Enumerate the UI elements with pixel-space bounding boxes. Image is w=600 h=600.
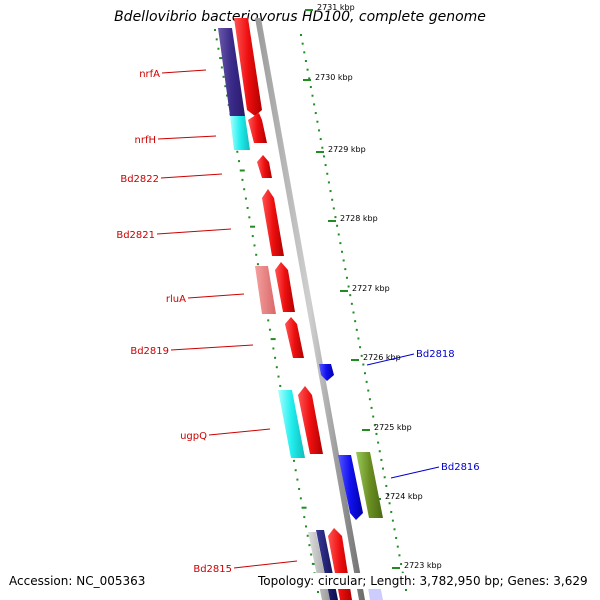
Bd2818-cds [319,364,334,381]
kbp-tick-label: 2727 kbp [352,284,390,293]
gene-label-rluA: rluA [166,294,186,305]
gene-leader-line [208,428,271,436]
accession-text: Accession: NC_005363 [9,573,146,589]
Bd2816-feature [356,452,383,518]
gene-label-nrfH: nrfH [135,135,157,146]
gene-label-Bd2821: Bd2821 [116,230,155,241]
gene-label-nrfA: nrfA [139,69,160,80]
scale-track: 2731 kbp 2730 kbp 2729 kbp 2728 kbp 2727 kbp… [300,3,442,591]
gene-leader-line [157,135,217,140]
kbp-tick-label: 2724 kbp [385,492,423,501]
rluA-cds [275,262,295,312]
kbp-tick-label: 2731 kbp [317,3,355,12]
Bd2816-cds [338,455,363,520]
kbp-tick-label: 2723 kbp [404,561,442,570]
gene-leader-line [170,344,254,351]
nrfA-cds [234,18,262,116]
gene-leader-line [161,69,207,74]
Bd2821-cds [262,189,284,256]
gene-leader-line [187,293,245,299]
gene-leader-line [156,228,232,235]
kbp-tick-label: 2726 kbp [363,353,401,362]
map-title: Bdellovibrio bacteriovorus HD100, comple… [114,9,486,25]
Bd2819-cds [285,317,304,358]
gene-label-Bd2818: Bd2818 [416,349,455,360]
nrfA-feature [218,28,245,116]
ugpQ-feature [278,390,305,458]
kbp-tick-label: 2730 kbp [315,73,353,82]
forward-gene-labels: nrfA nrfH Bd2822 Bd2821 rluA Bd2819 ugpQ Bd2815 [116,69,298,575]
nrfH-cds [248,113,267,143]
gene-leader-line [160,173,223,179]
gene-leader-line [233,560,298,569]
gene-label-ugpQ: ugpQ [180,431,207,442]
nrfH-feature [230,116,250,150]
kbp-tick-label: 2729 kbp [328,145,366,154]
gene-label-Bd2822: Bd2822 [120,174,159,185]
rluA-feature [255,266,276,314]
sequence-backbone [255,18,365,600]
ugpQ-cds [298,386,323,454]
gene-label-Bd2815: Bd2815 [193,564,232,575]
topology-text: Topology: circular; Length: 3,782,950 bp… [258,573,588,589]
kbp-tick-label: 2728 kbp [340,214,378,223]
Bd2822-cds [257,155,272,178]
gene-label-Bd2816: Bd2816 [441,462,480,473]
gene-leader-line [366,353,415,366]
reverse-gene-labels: Bd2818 Bd2816 [366,349,480,479]
kbp-tick-label: 2725 kbp [374,423,412,432]
forward-features [218,18,352,600]
gene-label-Bd2819: Bd2819 [130,346,169,357]
gene-leader-line [390,466,440,479]
